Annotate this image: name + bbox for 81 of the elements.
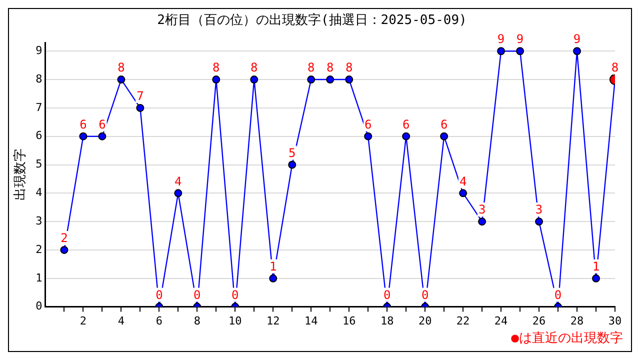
point xyxy=(573,47,582,56)
data-label: 0 xyxy=(554,288,562,302)
x-tick-label: 18 xyxy=(380,314,394,328)
chart-title: 2桁目（百の位）の出現数字(抽選日：2025-05-09) xyxy=(157,12,467,28)
point xyxy=(478,218,486,226)
y-tick-label: 5 xyxy=(36,158,42,171)
data-label: 9 xyxy=(497,32,505,46)
x-tick-label: 30 xyxy=(608,314,622,328)
data-label: 9 xyxy=(516,32,524,46)
data-label: 4 xyxy=(459,174,467,188)
y-tick-label: 7 xyxy=(36,100,42,114)
y-tick-label: 6 xyxy=(36,129,42,142)
point xyxy=(117,76,126,84)
data-label: 2 xyxy=(60,231,68,246)
point xyxy=(345,76,354,84)
data-label: 0 xyxy=(194,288,201,302)
data-label: 0 xyxy=(156,288,163,302)
x-tick-label: 20 xyxy=(418,314,432,328)
x-tick-label: 4 xyxy=(118,314,125,328)
data-label: 8 xyxy=(118,60,125,75)
point xyxy=(459,189,468,198)
point xyxy=(364,132,372,140)
data-label: 3 xyxy=(478,202,486,217)
y-tick-label: 0 xyxy=(36,300,42,313)
data-label: 6 xyxy=(364,117,372,132)
x-tick-label: 14 xyxy=(304,314,318,328)
point xyxy=(136,104,144,112)
y-tick-label: 2 xyxy=(36,242,42,256)
data-label: 5 xyxy=(288,146,296,160)
data-label: 8 xyxy=(345,60,353,75)
x-tick-label: 26 xyxy=(532,314,546,328)
x-tick-label: 16 xyxy=(342,314,356,328)
data-label: 0 xyxy=(383,288,391,302)
x-tick-label: 12 xyxy=(266,314,280,328)
data-label: 6 xyxy=(80,117,87,132)
y-tick-label: 4 xyxy=(36,186,43,200)
data-label: 6 xyxy=(440,117,448,132)
y-axis-title: 出現数字 xyxy=(12,148,28,201)
x-tick-label: 6 xyxy=(156,314,162,328)
point xyxy=(326,76,334,84)
data-label: 8 xyxy=(250,60,258,75)
point xyxy=(79,132,88,140)
point xyxy=(592,274,600,282)
data-label: 6 xyxy=(402,117,410,132)
x-tick-label: 24 xyxy=(494,314,508,328)
point xyxy=(402,132,410,140)
data-label: 8 xyxy=(212,60,220,75)
y-tick-label: 1 xyxy=(36,271,42,284)
point xyxy=(288,160,296,169)
data-label: 0 xyxy=(421,288,429,302)
x-tick-label: 2 xyxy=(80,314,87,328)
y-tick-label: 8 xyxy=(36,72,42,86)
data-label: 4 xyxy=(174,174,182,188)
y-tick-label: 9 xyxy=(36,44,42,57)
point xyxy=(440,132,448,140)
data-label: 8 xyxy=(308,60,315,75)
data-label: 9 xyxy=(573,32,581,46)
x-tick-label: 10 xyxy=(228,314,242,328)
x-tick-label: 8 xyxy=(194,314,200,328)
point xyxy=(174,189,182,198)
point xyxy=(497,47,506,56)
x-tick-label: 22 xyxy=(456,314,470,328)
data-label: 1 xyxy=(592,260,600,274)
point xyxy=(212,76,220,84)
point xyxy=(98,132,106,140)
data-label: 1 xyxy=(270,260,277,274)
point xyxy=(516,47,524,56)
point xyxy=(269,274,278,282)
point xyxy=(307,76,316,84)
data-label: 8 xyxy=(611,60,619,75)
data-label: 6 xyxy=(98,117,106,132)
point xyxy=(60,246,68,254)
text: ●は直近の出現数字 xyxy=(511,330,623,347)
x-tick-label: 28 xyxy=(570,314,584,328)
data-label: 3 xyxy=(535,202,543,217)
point xyxy=(535,218,544,226)
data-label: 8 xyxy=(326,60,334,75)
y-tick-label: 3 xyxy=(36,214,42,228)
data-label: 0 xyxy=(232,288,239,302)
point xyxy=(250,76,258,84)
data-label: 7 xyxy=(136,89,144,104)
